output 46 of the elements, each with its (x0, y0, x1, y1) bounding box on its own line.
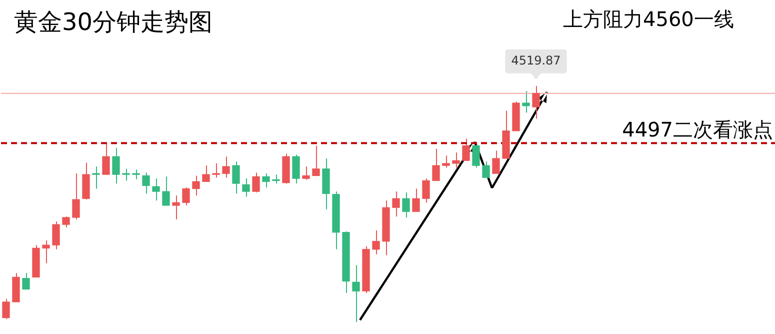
chart-title: 黄金30分钟走势图 (14, 7, 213, 38)
candlestick (312, 145, 320, 176)
candlestick (372, 230, 380, 255)
candlestick (262, 173, 270, 188)
candlestick (102, 143, 110, 175)
candlestick (442, 155, 450, 168)
candlestick (252, 172, 260, 193)
text: 上方阻力4560一线 (563, 6, 734, 33)
candlestick (42, 240, 50, 264)
candlestick (472, 144, 480, 168)
candlestick (302, 166, 310, 180)
candlestick (522, 90, 530, 114)
candlestick (112, 147, 120, 184)
candlestick (142, 172, 150, 194)
candlestick (92, 166, 100, 190)
candlestick (232, 161, 240, 194)
annotation: 4519.87 (511, 53, 561, 68)
candlestick (482, 161, 490, 178)
candlestick (452, 152, 460, 168)
candlestick (432, 148, 440, 182)
candlestick (132, 169, 140, 180)
candlestick (462, 138, 470, 162)
candlestick (202, 165, 210, 182)
candlestick (192, 175, 200, 196)
candlestick (292, 154, 300, 184)
candlestick (172, 195, 180, 220)
candlestick (72, 173, 80, 220)
candlestick (122, 168, 130, 182)
candlestick (242, 178, 250, 198)
candlestick (412, 188, 420, 212)
candlestick (422, 178, 430, 204)
candlestick (402, 192, 410, 218)
candlestick (22, 272, 30, 290)
ref-line-label: 4497二次看涨点 (622, 117, 773, 142)
candlestick (352, 264, 360, 322)
candlestick (162, 176, 170, 206)
candlestick (392, 190, 400, 218)
candlestick (152, 178, 160, 201)
candlestick (62, 216, 70, 228)
candlestick (52, 220, 60, 250)
candlestick (532, 86, 540, 120)
candlestick (2, 298, 10, 320)
candlestick (212, 162, 220, 178)
candlestick (222, 156, 230, 178)
candlestick (182, 186, 190, 206)
candlestick (492, 150, 500, 174)
